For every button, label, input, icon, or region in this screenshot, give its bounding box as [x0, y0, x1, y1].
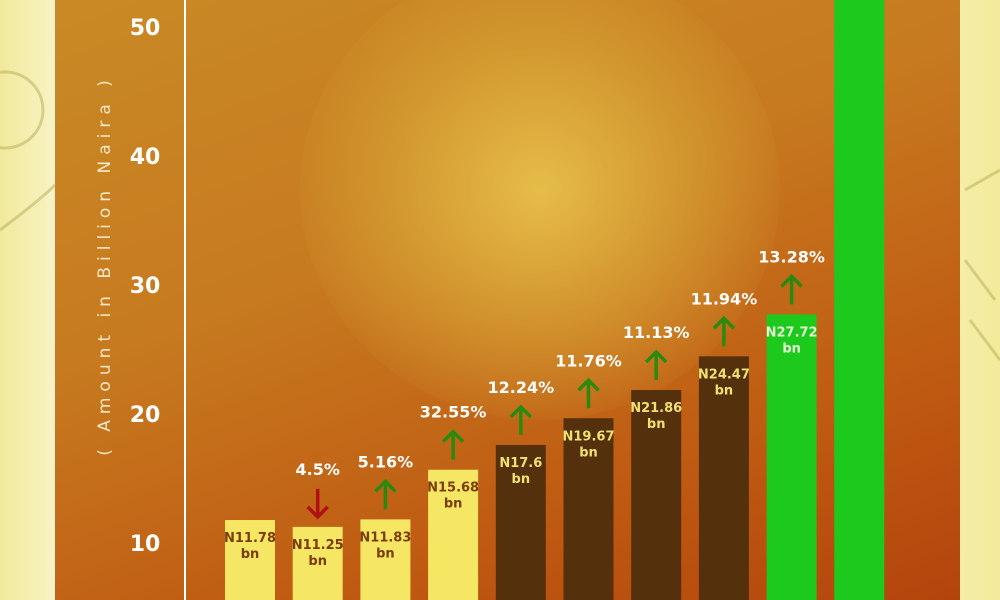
percent-change-label: 13.28%	[758, 247, 825, 266]
arrow-head	[374, 478, 397, 493]
decorative-art-left	[0, 70, 55, 232]
arrow-head	[441, 429, 465, 443]
bar-value-label: N21.86	[630, 401, 682, 416]
percent-change-label: 11.94%	[691, 289, 758, 308]
y-tick-label: 30	[130, 274, 161, 299]
percent-change-label: 32.55%	[420, 403, 487, 422]
percent-change-label: 11.76%	[555, 351, 622, 370]
percent-change-label: 5.16%	[358, 452, 414, 471]
percent-change-label: 12.24%	[487, 378, 554, 397]
y-axis-title: ( Amount in Billion Naira )	[95, 74, 115, 456]
bar-value-label: N27.72	[766, 325, 818, 340]
bar	[428, 469, 479, 600]
arrow-head	[306, 505, 329, 520]
bar-value-label: bn	[444, 497, 463, 512]
bar	[495, 444, 546, 600]
bar	[292, 526, 343, 600]
bar	[834, 0, 885, 600]
y-tick-label: 50	[130, 16, 161, 41]
y-tick-label: 20	[130, 403, 161, 428]
bar-value-label: bn	[376, 546, 395, 561]
bar-value-label: bn	[579, 445, 598, 460]
bar-value-label: N17.6	[499, 456, 542, 471]
arrow-head	[644, 349, 668, 364]
arrow-head	[577, 377, 600, 392]
bar	[631, 390, 682, 600]
y-tick-label: 40	[130, 145, 161, 170]
arrow-head	[509, 404, 533, 419]
bar-value-label: bn	[308, 554, 327, 569]
bar-value-label: N15.68	[427, 481, 479, 496]
bar-value-label: bn	[241, 547, 260, 562]
decorative-art-right	[963, 168, 1000, 361]
bar-value-label: N11.83	[359, 530, 411, 545]
percent-change-label: 11.13%	[623, 323, 690, 342]
y-tick-label: 10	[130, 532, 161, 557]
arrow-head	[780, 273, 803, 288]
bar-value-label: N11.25	[292, 538, 344, 553]
bar-value-label: N24.47	[698, 367, 750, 382]
bar-value-label: bn	[647, 417, 666, 432]
bar-value-label: N11.78	[224, 531, 276, 546]
bar	[766, 314, 817, 600]
bar	[360, 519, 411, 600]
bar	[698, 356, 749, 600]
bar-value-label: bn	[512, 472, 531, 487]
portrait-background	[300, 0, 780, 420]
arrow-head	[712, 315, 736, 330]
percent-change-label: 4.5%	[296, 460, 340, 479]
bar-value-label: bn	[715, 383, 734, 398]
bar	[225, 520, 275, 600]
bar-value-label: bn	[782, 341, 801, 356]
bar	[563, 418, 614, 600]
bar-value-label: N19.67	[563, 429, 615, 444]
